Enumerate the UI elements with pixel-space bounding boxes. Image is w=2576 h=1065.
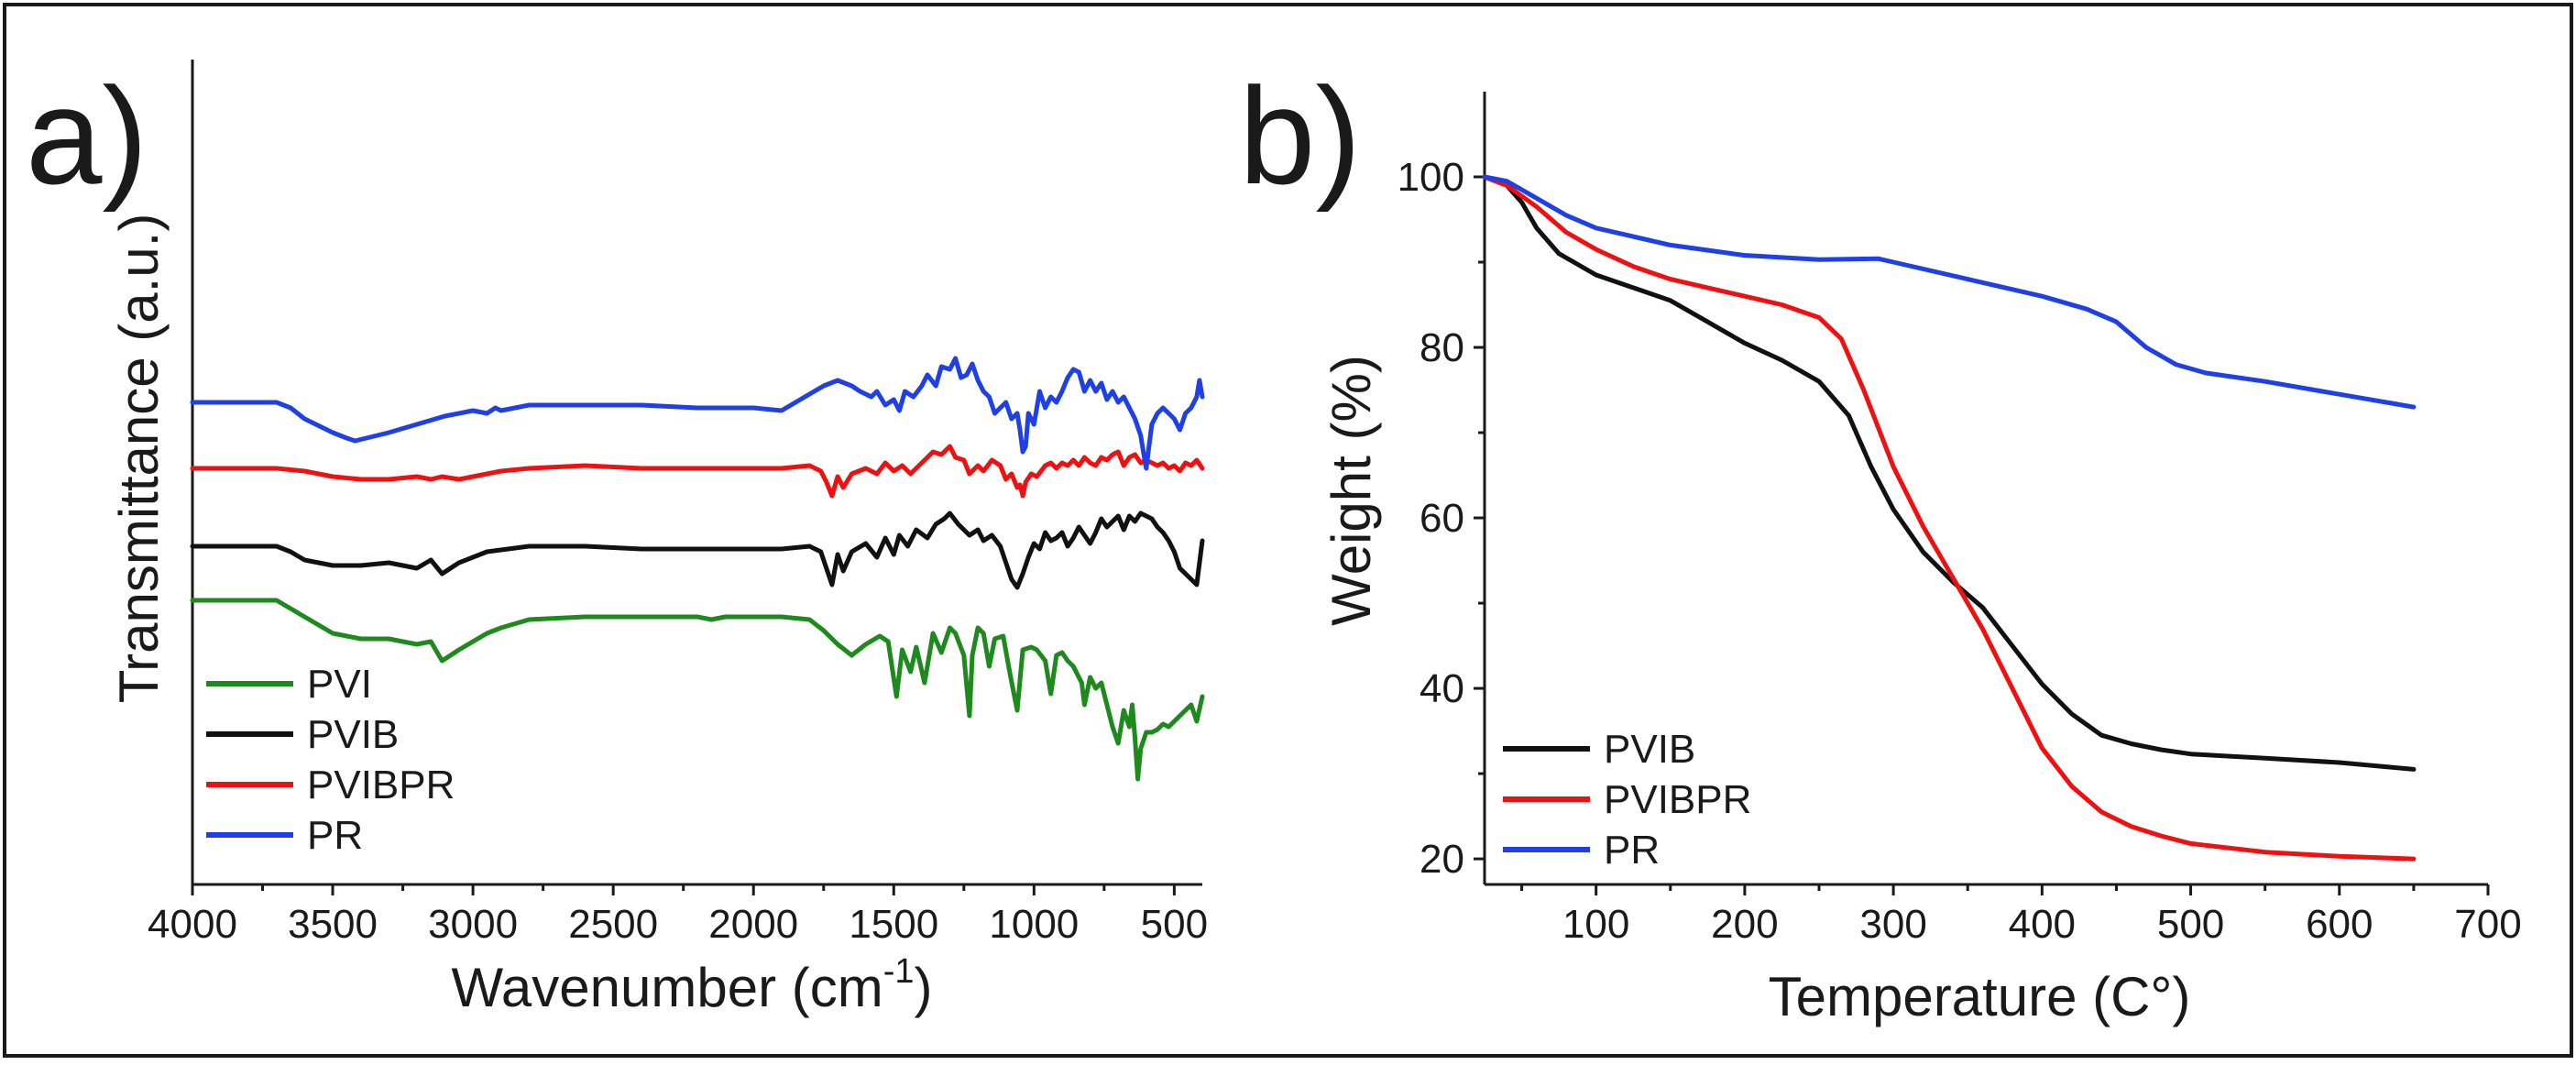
panel-b-y-tick-label: 80 bbox=[1420, 325, 1464, 370]
panel-b-y-tick-label: 20 bbox=[1420, 837, 1464, 882]
panel-a-series-pvi bbox=[190, 598, 1205, 782]
panel-a-series-pr bbox=[190, 356, 1205, 471]
panel-b-x-tick-label: 200 bbox=[1711, 902, 1778, 947]
panel-a-legend: PVI PVIB PVIBPR PR bbox=[206, 662, 455, 858]
panel-a-x-tick-label: 3000 bbox=[428, 902, 518, 947]
panel-b-legend-label-pvib: PVIB bbox=[1604, 727, 1695, 772]
panel-b-x-tick-label: 500 bbox=[2157, 902, 2224, 947]
panel-b-y-axis-label: Weight (%) bbox=[1321, 355, 1382, 626]
panel-a-x-tick-label: 2500 bbox=[568, 902, 658, 947]
panel-b-x-tick-label: 300 bbox=[1859, 902, 1926, 947]
panel-b-x-tick-label: 400 bbox=[2009, 902, 2076, 947]
panel-a-label: a) bbox=[26, 59, 148, 213]
panel-b: b) 100 200 300 400 500 600 700 20 40 60 80 100 Weig… bbox=[1239, 59, 2522, 1027]
panel-b-y-tick-label: 100 bbox=[1398, 155, 1464, 200]
panel-a-x-tick-label: 3500 bbox=[288, 902, 378, 947]
panel-a-legend-label-pvibpr: PVIBPR bbox=[307, 763, 455, 807]
panel-b-x-tick-label: 700 bbox=[2454, 902, 2521, 947]
panel-a-x-ticks: 4000 3500 3000 2500 2000 1500 1000 500 bbox=[148, 884, 1208, 947]
panel-a-x-tick-label: 4000 bbox=[148, 902, 237, 947]
panel-b-ticks: 100 200 300 400 500 600 700 20 40 60 80 100 bbox=[1398, 155, 2522, 947]
panel-a: a) 4000 3500 3000 2500 2000 1500 1000 500 Trans… bbox=[26, 59, 1208, 1018]
panel-a-legend-label-pvi: PVI bbox=[307, 662, 372, 707]
panel-a-x-tick-label: 1000 bbox=[989, 902, 1079, 947]
figure-border bbox=[3, 3, 2573, 1058]
panel-a-x-axis-label-sup: -1 bbox=[883, 952, 915, 991]
panel-a-legend-label-pvib: PVIB bbox=[307, 712, 399, 757]
panel-b-legend-label-pvibpr: PVIBPR bbox=[1604, 777, 1751, 822]
panel-b-x-tick-label: 600 bbox=[2306, 902, 2373, 947]
panel-b-series-pvib bbox=[1482, 174, 2417, 772]
panel-b-x-axis-label: Temperature (C°) bbox=[1769, 966, 2191, 1027]
panel-a-series-pvib bbox=[190, 511, 1205, 590]
panel-a-y-axis-label: Transmittance (a.u.) bbox=[108, 214, 170, 704]
panel-b-legend: PVIB PVIBPR PR bbox=[1503, 727, 1751, 873]
panel-b-series-pr bbox=[1482, 174, 2417, 410]
panel-b-y-tick-label: 60 bbox=[1420, 496, 1464, 541]
panel-a-curves bbox=[190, 356, 1205, 782]
panel-b-x-tick-label: 100 bbox=[1562, 902, 1629, 947]
panel-b-y-tick-label: 40 bbox=[1420, 666, 1464, 711]
panel-a-x-axis-label-main: Wavenumber (cm bbox=[452, 957, 883, 1018]
panel-a-x-axis-label: Wavenumber (cm-1) bbox=[452, 952, 933, 1018]
panel-b-curves bbox=[1482, 174, 2417, 862]
panel-a-x-axis-label-close: ) bbox=[915, 957, 933, 1018]
panel-a-x-tick-label: 1500 bbox=[849, 902, 938, 947]
panel-b-legend-label-pr: PR bbox=[1604, 828, 1660, 873]
panel-b-label: b) bbox=[1239, 59, 1361, 213]
panel-a-legend-label-pr: PR bbox=[307, 813, 363, 858]
panel-a-x-tick-label: 500 bbox=[1141, 902, 1208, 947]
panel-b-series-pvibpr bbox=[1482, 174, 2417, 862]
panel-a-series-pvibpr bbox=[190, 444, 1205, 499]
panel-a-x-tick-label: 2000 bbox=[708, 902, 798, 947]
